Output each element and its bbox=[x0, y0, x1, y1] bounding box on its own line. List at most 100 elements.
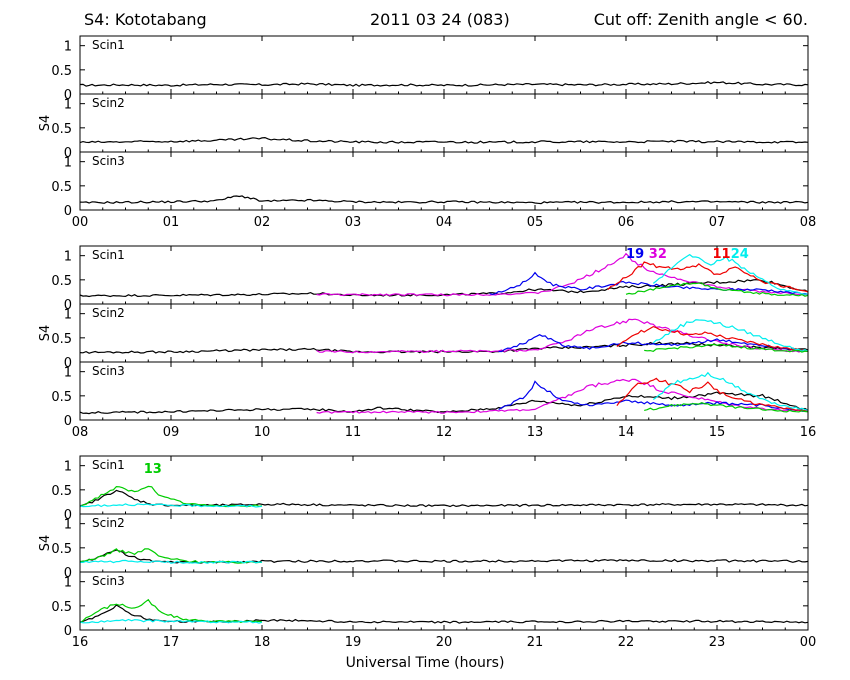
x-tick-label: 16 bbox=[72, 635, 89, 650]
panel-label-scin2: Scin2 bbox=[92, 96, 125, 110]
prn-label-red: 11 bbox=[713, 247, 731, 262]
x-tick-label: 14 bbox=[618, 425, 635, 440]
y-tick-label: 1 bbox=[64, 366, 72, 381]
x-tick-label: 08 bbox=[800, 215, 817, 230]
y-tick-label: 1 bbox=[64, 308, 72, 323]
x-tick-label: 00 bbox=[800, 635, 817, 650]
y-tick-label: 0.5 bbox=[51, 542, 72, 557]
panel-frame bbox=[79, 93, 809, 153]
y-tick-label: 0 bbox=[64, 204, 72, 219]
x-tick-label: 18 bbox=[254, 635, 271, 650]
y-tick-label: 1 bbox=[64, 576, 72, 591]
panel-label-scin1: Scin1 bbox=[92, 458, 125, 472]
x-tick-label: 11 bbox=[345, 425, 362, 440]
series-red-line bbox=[616, 377, 809, 412]
series-cyan-line bbox=[652, 253, 809, 295]
y-tick-label: 0 bbox=[64, 508, 72, 523]
y-tick-label: 0.5 bbox=[51, 390, 72, 405]
y-tick-label: 0.5 bbox=[51, 274, 72, 289]
station-title: S4: Kototabang bbox=[84, 10, 207, 29]
x-tick-label: 09 bbox=[163, 425, 180, 440]
y-tick-label: 0 bbox=[64, 414, 72, 429]
x-tick-label: 07 bbox=[709, 215, 726, 230]
x-tick-label: 05 bbox=[527, 215, 544, 230]
y-tick-label: 1 bbox=[64, 156, 72, 171]
x-tick-label: 19 bbox=[345, 635, 362, 650]
series-red-line bbox=[616, 325, 809, 352]
y-tick-label: 1 bbox=[64, 460, 72, 475]
y-tick-label: 1 bbox=[64, 40, 72, 55]
prn-label-magenta: 32 bbox=[649, 247, 667, 262]
y-tick-label: 0 bbox=[64, 356, 72, 371]
x-tick-label: 12 bbox=[436, 425, 453, 440]
prn-label-cyan: 24 bbox=[731, 247, 749, 262]
series-green-line bbox=[625, 282, 809, 297]
series-cyan-line bbox=[652, 319, 809, 352]
y-axis-label: S4 bbox=[38, 115, 53, 132]
x-tick-label: 02 bbox=[254, 215, 271, 230]
series-green-line bbox=[644, 402, 809, 413]
x-tick-label: 15 bbox=[709, 425, 726, 440]
x-tick-label: 10 bbox=[254, 425, 271, 440]
y-tick-label: 0.5 bbox=[51, 64, 72, 79]
series-cyan-line bbox=[79, 503, 263, 508]
y-tick-label: 0.5 bbox=[51, 122, 72, 137]
series-red-line bbox=[607, 261, 809, 293]
series-black-line bbox=[79, 391, 809, 415]
x-tick-label: 08 bbox=[72, 425, 89, 440]
y-tick-label: 0 bbox=[64, 88, 72, 103]
panel-frame bbox=[79, 303, 809, 363]
series-green-line bbox=[79, 598, 263, 624]
y-tick-label: 0.5 bbox=[51, 332, 72, 347]
panel-label-scin1: Scin1 bbox=[92, 38, 125, 52]
y-tick-label: 0 bbox=[64, 624, 72, 639]
series-black-line bbox=[79, 136, 809, 144]
y-tick-label: 0 bbox=[64, 566, 72, 581]
x-tick-label: 13 bbox=[527, 425, 544, 440]
panel-label-scin2: Scin2 bbox=[92, 306, 125, 320]
y-axis-label: S4 bbox=[38, 535, 53, 552]
series-blue-line bbox=[498, 380, 808, 412]
x-tick-label: 00 bbox=[72, 215, 89, 230]
series-black-line bbox=[79, 81, 809, 87]
series-black-line bbox=[79, 489, 809, 508]
panel-label-scin2: Scin2 bbox=[92, 516, 125, 530]
series-black-line bbox=[79, 549, 809, 564]
x-tick-label: 03 bbox=[345, 215, 362, 230]
x-axis-label: Universal Time (hours) bbox=[345, 655, 505, 671]
y-tick-label: 0.5 bbox=[51, 600, 72, 615]
y-tick-label: 0 bbox=[64, 146, 72, 161]
y-tick-label: 1 bbox=[64, 250, 72, 265]
x-tick-label: 01 bbox=[163, 215, 180, 230]
series-magenta-line bbox=[316, 378, 809, 414]
panel-label-scin3: Scin3 bbox=[92, 364, 125, 378]
series-blue-line bbox=[489, 271, 809, 296]
series-cyan-line bbox=[79, 618, 263, 624]
y-tick-label: 1 bbox=[64, 98, 72, 113]
y-tick-label: 0 bbox=[64, 298, 72, 313]
series-green-line bbox=[79, 485, 263, 508]
y-tick-label: 0.5 bbox=[51, 484, 72, 499]
series-magenta-line bbox=[316, 318, 809, 354]
prn-label-green: 13 bbox=[144, 462, 162, 477]
panel-label-scin3: Scin3 bbox=[92, 574, 125, 588]
series-cyan-line bbox=[652, 371, 809, 411]
date-title: 2011 03 24 (083) bbox=[370, 10, 510, 29]
series-green-line bbox=[80, 548, 263, 564]
series-cyan-line bbox=[80, 559, 263, 564]
x-tick-label: 23 bbox=[709, 635, 726, 650]
series-black-line bbox=[79, 195, 809, 205]
x-tick-label: 20 bbox=[436, 635, 453, 650]
cutoff-title: Cut off: Zenith angle < 60. bbox=[593, 10, 808, 29]
panel-label-scin3: Scin3 bbox=[92, 154, 125, 168]
x-tick-label: 04 bbox=[436, 215, 453, 230]
y-axis-label: S4 bbox=[38, 325, 53, 342]
x-tick-label: 21 bbox=[527, 635, 544, 650]
prn-label-blue: 19 bbox=[626, 247, 644, 262]
y-tick-label: 1 bbox=[64, 518, 72, 533]
series-blue-line bbox=[498, 334, 809, 353]
panel-label-scin1: Scin1 bbox=[92, 248, 125, 262]
series-green-line bbox=[644, 343, 809, 353]
x-tick-label: 16 bbox=[800, 425, 817, 440]
